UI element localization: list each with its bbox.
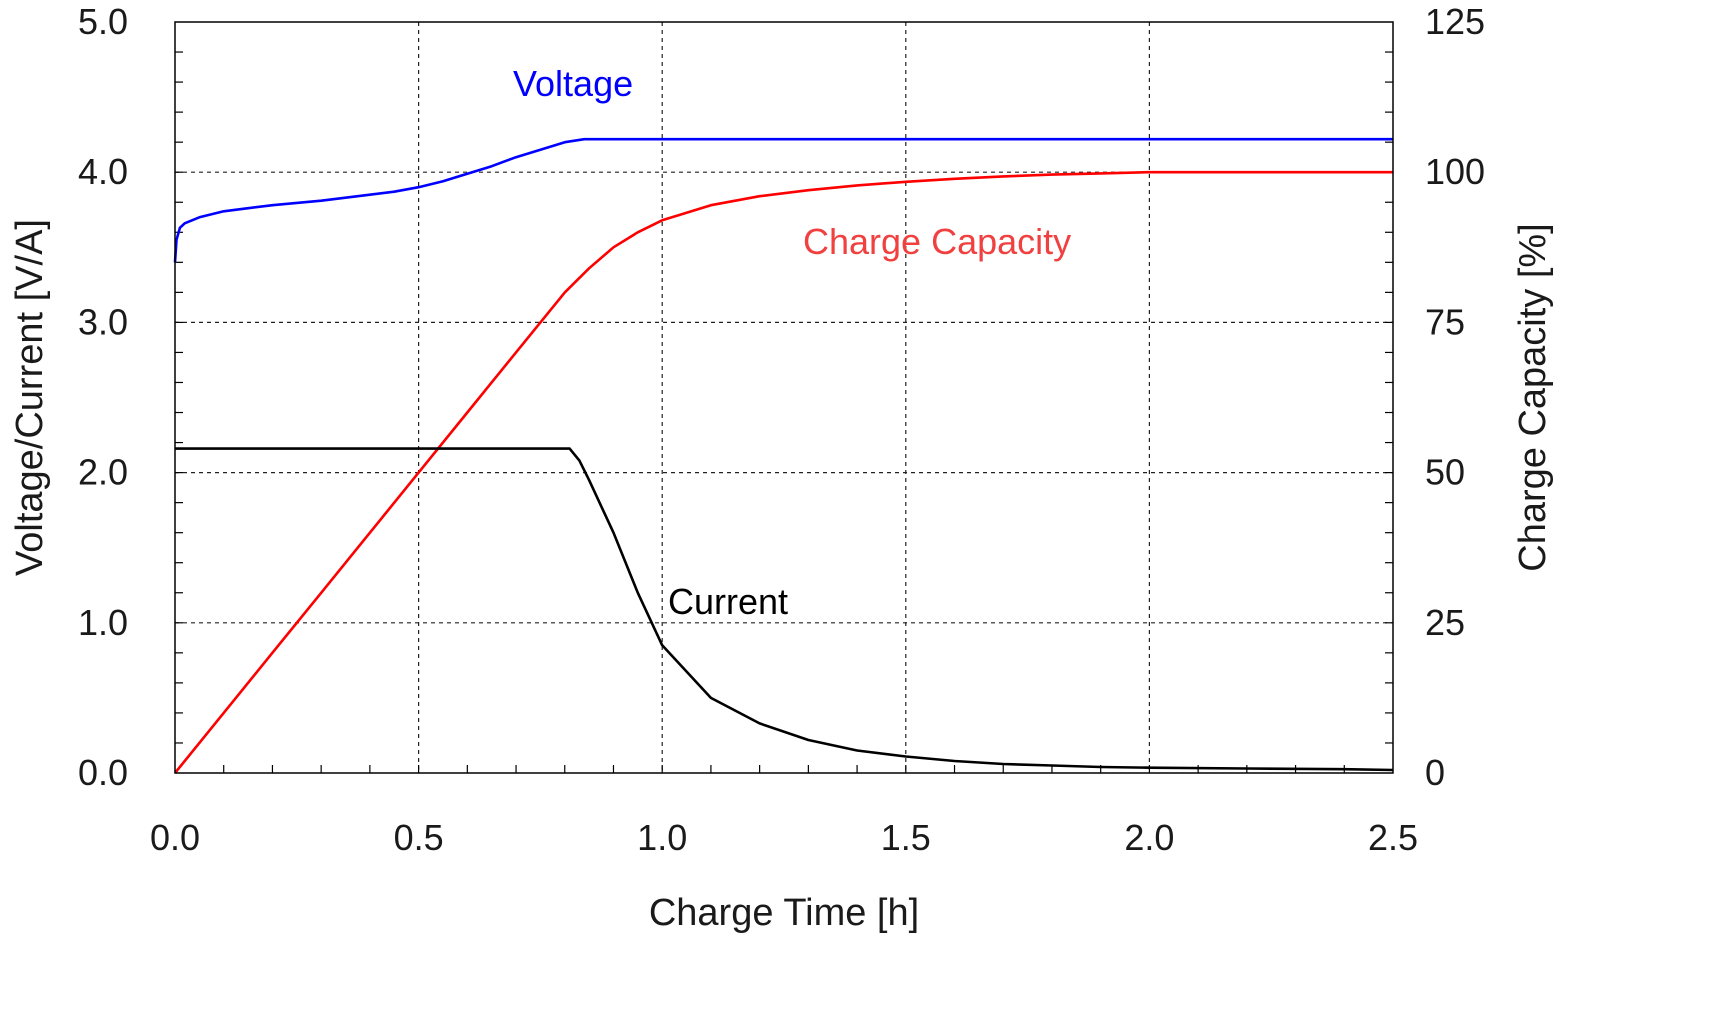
x-tick-label: 1.5 bbox=[881, 817, 931, 858]
y-left-tick-label: 0.0 bbox=[78, 752, 128, 793]
minor-ticks bbox=[175, 51, 1393, 773]
x-tick-label: 2.0 bbox=[1124, 817, 1174, 858]
current-series-label: Current bbox=[668, 581, 788, 622]
y-left-tick-labels: 0.0 1.0 2.0 3.0 4.0 5.0 bbox=[78, 1, 128, 793]
voltage-series-label: Voltage bbox=[513, 63, 633, 104]
y-left-tick-label: 5.0 bbox=[78, 1, 128, 42]
voltage-line bbox=[173, 137, 1393, 263]
x-tick-label: 0.5 bbox=[394, 817, 444, 858]
y-left-axis-title: Voltage/Current [V/A] bbox=[9, 219, 51, 576]
y-right-tick-label: 100 bbox=[1425, 151, 1485, 192]
grid-lines bbox=[175, 22, 1393, 773]
y-right-tick-labels: 0 25 50 75 100 125 bbox=[1425, 1, 1485, 793]
y-right-tick-label: 0 bbox=[1425, 752, 1445, 793]
y-left-tick-label: 1.0 bbox=[78, 602, 128, 643]
y-left-tick-label: 2.0 bbox=[78, 452, 128, 493]
current-line bbox=[175, 447, 1394, 772]
x-tick-labels: 0.0 0.5 1.0 1.5 2.0 2.5 bbox=[150, 817, 1418, 858]
x-tick-label: 0.0 bbox=[150, 817, 200, 858]
x-tick-label: 1.0 bbox=[637, 817, 687, 858]
y-right-tick-label: 125 bbox=[1425, 1, 1485, 42]
y-right-tick-label: 25 bbox=[1425, 602, 1465, 643]
y-right-tick-label: 50 bbox=[1425, 452, 1465, 493]
y-left-tick-label: 3.0 bbox=[78, 301, 128, 342]
capacity-series-label: Charge Capacity bbox=[803, 221, 1071, 262]
charge-capacity-line bbox=[173, 170, 1393, 774]
x-axis-title: Charge Time [h] bbox=[649, 892, 919, 934]
y-left-tick-label: 4.0 bbox=[78, 151, 128, 192]
y-right-tick-label: 75 bbox=[1425, 301, 1465, 342]
x-tick-label: 2.5 bbox=[1368, 817, 1418, 858]
y-right-axis-title: Charge Capacity [%] bbox=[1512, 223, 1554, 572]
series-layer bbox=[173, 137, 1394, 774]
plot-frame bbox=[174, 21, 1394, 774]
